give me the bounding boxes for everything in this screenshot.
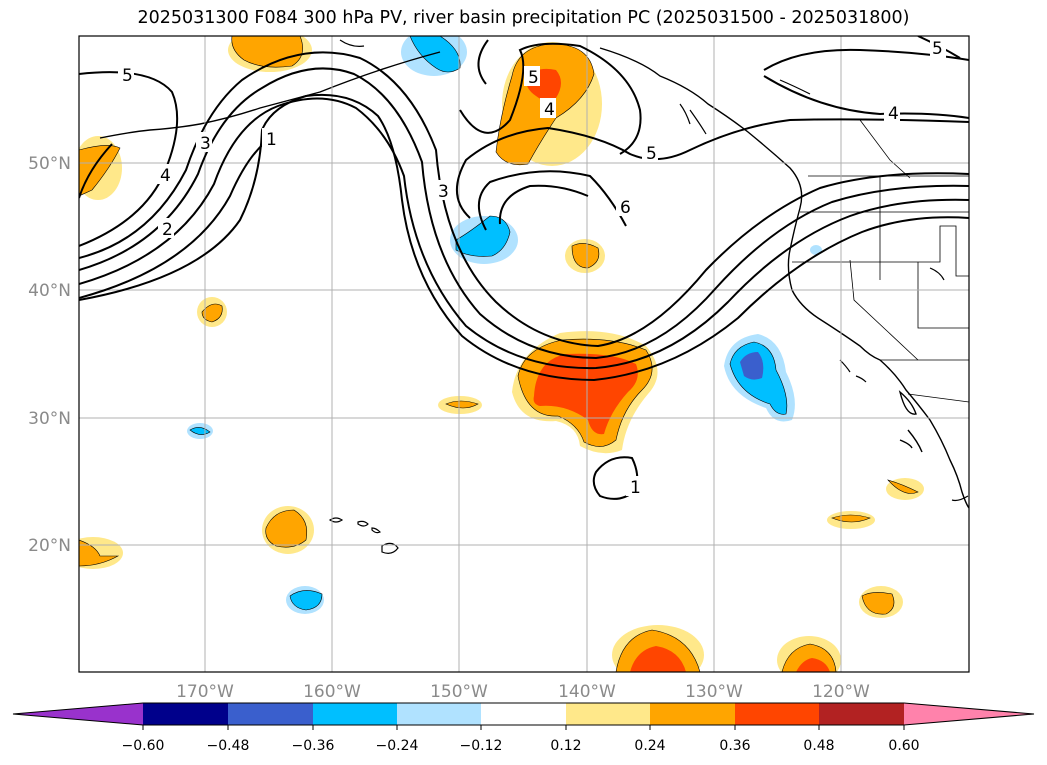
colorbar-extend-left: [13, 703, 143, 725]
contour-label: 4: [160, 166, 171, 186]
colorbar-tick-label: 0.60: [888, 738, 919, 754]
colorbar-segment: [481, 703, 566, 725]
colorbar-segment: [143, 703, 228, 725]
contour-label: 5: [528, 68, 539, 88]
contour-label: 4: [544, 100, 555, 120]
map-panel: [79, 36, 969, 672]
contour-label: 5: [932, 39, 943, 59]
lon-label-140w: 140°W: [558, 682, 616, 702]
contour-label: 5: [646, 144, 657, 164]
colorbar-segment: [735, 703, 819, 725]
latitude-labels: 50°N 40°N 30°N 20°N: [28, 154, 71, 556]
figure-title: 2025031300 F084 300 hPa PV, river basin …: [137, 8, 910, 28]
colorbar-tick-label: −0.60: [122, 738, 165, 754]
lon-label-160w: 160°W: [303, 682, 361, 702]
contour-label: 3: [200, 134, 211, 154]
contour-label: 2: [162, 220, 173, 240]
map-frame: [78, 35, 970, 673]
colorbar-segment: [566, 703, 650, 725]
colorbar: −0.60 −0.48 −0.36 −0.24 −0.12 0.12 0.24 …: [12, 702, 1035, 754]
islands: [328, 39, 969, 554]
colorbar-extend-right: [904, 703, 1034, 725]
lat-label-30n: 30°N: [28, 409, 71, 429]
colorbar-segment: [313, 703, 397, 725]
colorbar-tick-label: 0.36: [719, 738, 750, 754]
colorbar-tick-label: −0.48: [207, 738, 250, 754]
pv-contour-labels: 5 4 3 2 1 5 4 3 6 5 4 5 1: [118, 38, 946, 498]
colorbar-segment: [397, 703, 481, 725]
colorbar-segment: [819, 703, 904, 725]
lon-label-120w: 120°W: [812, 682, 870, 702]
colorbar-segment: [228, 703, 313, 725]
colorbar-tick-label: 0.24: [634, 738, 665, 754]
precip-positive-0.36: [525, 68, 830, 672]
lat-label-20n: 20°N: [28, 536, 71, 556]
gridlines: [79, 36, 969, 672]
lat-label-40n: 40°N: [28, 281, 71, 301]
lon-label-150w: 150°W: [430, 682, 488, 702]
contour-label: 3: [438, 182, 449, 202]
lon-label-170w: 170°W: [176, 682, 234, 702]
colorbar-tick-label: −0.24: [376, 738, 419, 754]
lon-label-130w: 130°W: [685, 682, 743, 702]
contour-label: 4: [888, 104, 899, 124]
colorbar-tick-label: 0.12: [550, 738, 581, 754]
colorbar-segment: [650, 703, 735, 725]
colorbar-tick-label: −0.36: [292, 738, 335, 754]
lat-label-50n: 50°N: [28, 154, 71, 174]
precip-negative-0.36: [740, 352, 764, 380]
longitude-labels: 170°W 160°W 150°W 140°W 130°W 120°W: [176, 682, 870, 702]
colorbar-tick-label: 0.48: [803, 738, 834, 754]
contour-label: 1: [630, 478, 641, 498]
contour-label: 5: [122, 66, 133, 86]
contour-label: 6: [620, 198, 631, 218]
colorbar-tick-label: −0.12: [460, 738, 503, 754]
contour-label: 1: [266, 130, 277, 150]
political-borders: [792, 119, 969, 403]
